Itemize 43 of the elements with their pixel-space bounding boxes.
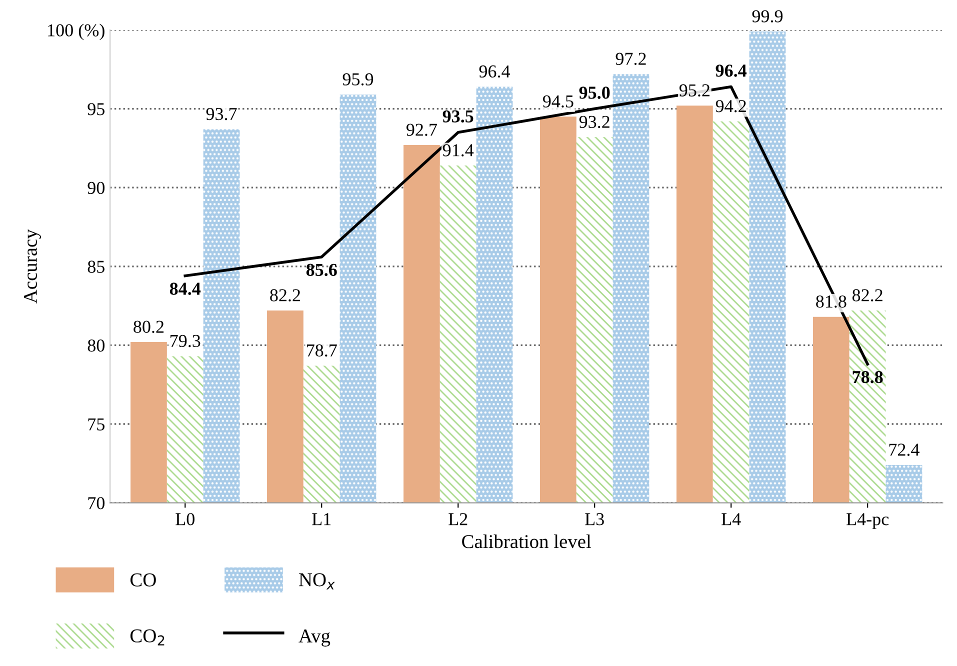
x-tick-label: L1 [312,513,331,526]
legend-label: Avg [298,630,330,647]
y-tick-label: 100 (%) [48,24,104,40]
x-tick-label: L4 [722,513,741,526]
y-tick-label: 90 [88,182,105,194]
x-tick-label: L3 [585,513,604,526]
data-label: 95.0 [579,86,610,99]
legend-label: NO$_{x}$ [299,573,335,590]
data-label: 96.4 [479,65,510,78]
data-label: 82.2 [270,289,300,302]
data-label: 82.2 [852,289,882,302]
data-label: 91.4 [442,144,474,156]
y-tick-label: 80 [88,339,105,352]
data-label: 95.2 [679,84,710,97]
y-axis-title: Accuracy [24,229,41,304]
data-label: 79.3 [170,334,200,348]
data-label: 94.5 [542,95,574,108]
y-tick-label: 70 [88,497,105,510]
x-axis-title: Calibration level [462,534,592,548]
data-label: 84.4 [170,282,201,295]
data-label: 97.2 [616,52,646,65]
data-label: 85.6 [306,264,337,276]
legend-label: CO [130,573,156,586]
data-label: 93.5 [442,110,474,123]
x-tick-label: L2 [448,513,468,526]
data-label: 92.7 [406,124,437,136]
y-tick-label: 75 [88,418,104,430]
data-label: 93.2 [579,116,610,128]
x-tick-label: L4-pc [846,513,889,529]
x-tick-label: L0 [176,513,194,526]
data-label: 78.8 [852,370,883,384]
data-label: 80.2 [134,320,164,333]
y-tick-label: 95 [88,103,104,116]
data-label: 93.7 [206,108,237,120]
data-label: 99.9 [752,10,783,22]
y-tick-label: 85 [88,260,104,273]
data-label: 81.8 [816,295,846,308]
data-label: 72.4 [889,444,920,456]
data-label: 94.2 [716,100,746,112]
data-label: 96.4 [716,64,747,77]
legend-label: CO$_{2}$ [130,629,164,646]
data-label: 78.7 [307,344,337,357]
data-label: 95.9 [342,73,374,86]
